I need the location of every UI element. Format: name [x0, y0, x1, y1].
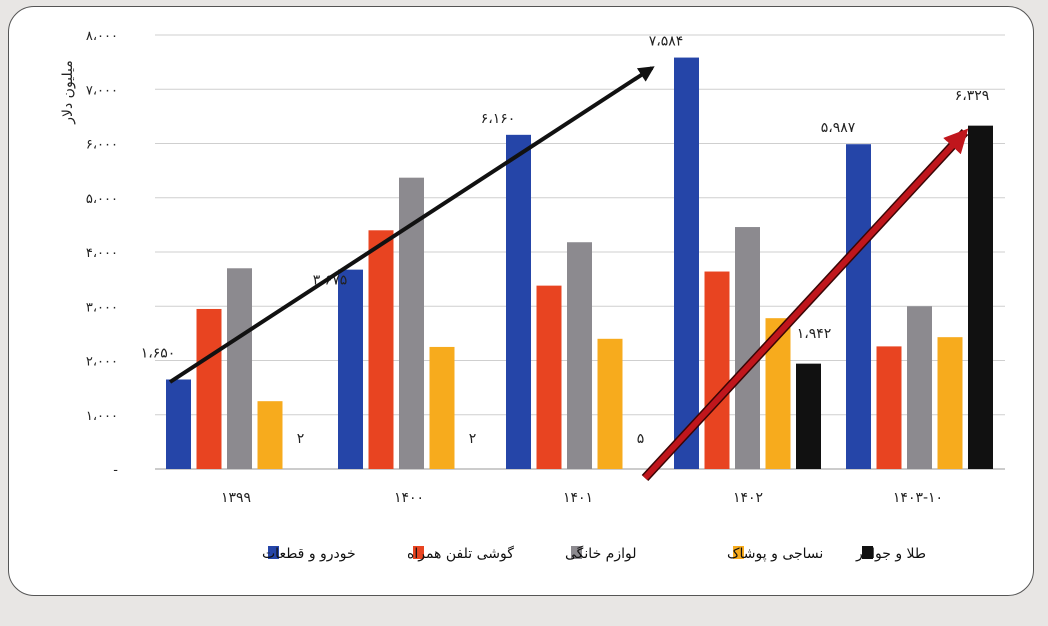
bar — [846, 144, 871, 469]
y-tick-label: ۸،۰۰۰ — [86, 29, 118, 44]
data-label: ۵،۹۸۷ — [821, 120, 856, 136]
legend-swatch — [571, 546, 582, 559]
y-tick-label: ۶،۰۰۰ — [86, 138, 118, 153]
bar — [674, 57, 699, 470]
bar — [399, 177, 424, 470]
legend-swatch — [733, 546, 744, 559]
category-label: ۱۳۹۹ — [221, 490, 251, 506]
bar — [166, 379, 191, 469]
legend-swatch — [268, 546, 279, 559]
legend-swatch — [862, 546, 873, 559]
trend-arrow-red-fill — [642, 128, 969, 481]
legend-label: لوازم خانگی — [565, 545, 636, 562]
y-tick-label: ۷،۰۰۰ — [86, 83, 118, 98]
bar — [257, 401, 283, 469]
category-label: ۱۴۰۱ — [563, 490, 593, 506]
bar — [429, 346, 455, 469]
data-label: ۱،۶۵۰ — [141, 345, 176, 361]
data-label: ۵ — [637, 431, 645, 447]
bar — [338, 269, 363, 469]
category-label: ۱۴۰۲ — [733, 490, 763, 506]
bar — [968, 125, 993, 470]
legend-label: نساجی و پوشاک — [727, 546, 823, 562]
bar — [876, 346, 902, 469]
bar — [735, 227, 760, 469]
bar — [907, 306, 932, 469]
data-label: ۲ — [297, 431, 305, 447]
legend-label: طلا و جواهر — [855, 546, 926, 562]
y-tick-label: ۲،۰۰۰ — [86, 355, 118, 370]
y-tick-label: ۳،۰۰۰ — [86, 300, 118, 315]
bar — [567, 242, 592, 469]
legend-label: خودرو و قطعات — [262, 546, 356, 562]
y-axis-label: میلیون دلار — [60, 60, 76, 125]
bar — [536, 285, 562, 469]
bar — [796, 363, 821, 469]
data-label: ۲ — [469, 431, 477, 447]
legend-label: گوشی تلفن همراه — [407, 545, 514, 562]
bar — [937, 337, 963, 469]
data-label: ۶،۱۶۰ — [481, 111, 516, 127]
y-tick-label: ۱،۰۰۰ — [86, 409, 118, 424]
y-tick-label: - — [113, 463, 118, 478]
category-label: ۱۴۰۰ — [394, 490, 424, 506]
bar — [506, 134, 531, 469]
category-label: ۱۴۰۳-۱۰ — [893, 490, 943, 506]
bar — [597, 338, 623, 469]
legend-swatch — [413, 546, 424, 559]
data-label: ۱،۹۴۲ — [797, 326, 832, 342]
data-label: ۶،۳۲۹ — [955, 88, 990, 104]
y-tick-label: ۴،۰۰۰ — [86, 246, 118, 261]
trend-arrow-black — [168, 66, 655, 384]
bar — [368, 230, 394, 469]
bar — [227, 268, 252, 469]
y-tick-label: ۵،۰۰۰ — [86, 192, 118, 207]
bar — [704, 271, 730, 469]
data-label: ۷،۵۸۴ — [649, 34, 684, 50]
bar — [196, 308, 222, 469]
